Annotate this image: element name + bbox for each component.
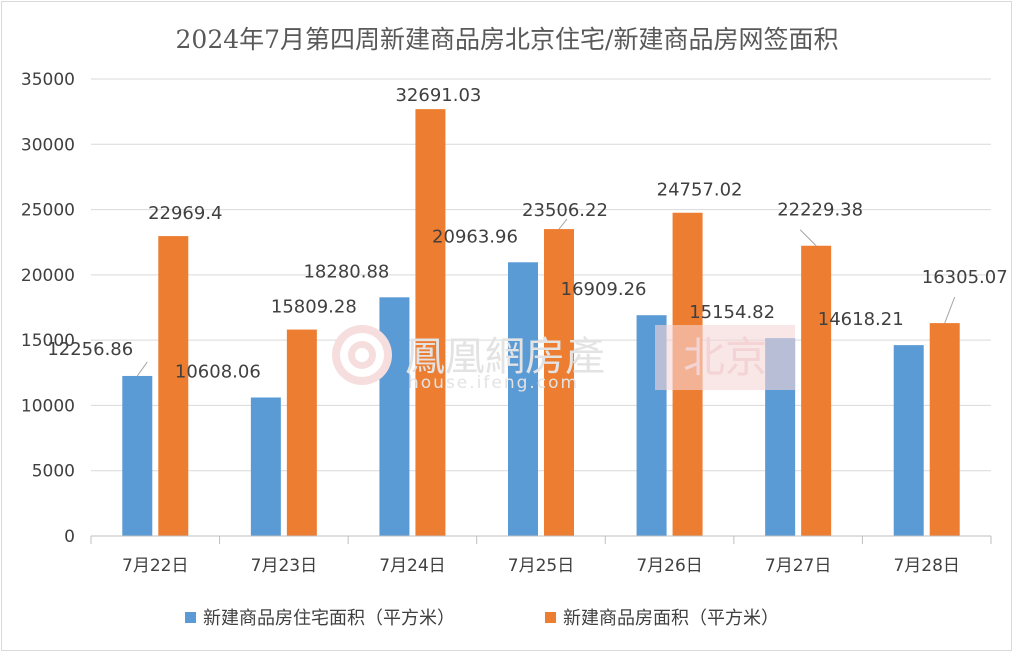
data-label: 32691.03 bbox=[395, 85, 481, 106]
data-label: 14618.21 bbox=[818, 309, 904, 330]
y-tick-label: 25000 bbox=[21, 201, 75, 221]
label-leader-line bbox=[558, 218, 568, 230]
legend-swatch bbox=[185, 612, 196, 623]
ifeng-logo-icon bbox=[332, 325, 392, 385]
legend: 新建商品房住宅面积（平方米） 新建商品房面积（平方米） bbox=[185, 608, 779, 629]
data-label: 12256.86 bbox=[47, 339, 133, 360]
label-leader-line bbox=[799, 229, 817, 247]
gridlines bbox=[91, 78, 991, 472]
data-label: 16305.07 bbox=[922, 267, 1008, 288]
y-tick-label: 20000 bbox=[21, 266, 75, 286]
data-label: 15154.82 bbox=[689, 302, 775, 323]
bar-total-2 bbox=[286, 329, 317, 536]
x-tick-label: 7月27日 bbox=[765, 556, 831, 576]
watermark-brand: 鳳凰網房產 bbox=[405, 334, 605, 380]
x-tick-label: 7月28日 bbox=[893, 556, 959, 576]
bar-residential-4 bbox=[508, 262, 538, 536]
x-tick-label: 7月25日 bbox=[508, 556, 574, 576]
watermark-url: house.ifeng.com bbox=[408, 373, 579, 393]
data-label: 18280.88 bbox=[303, 261, 389, 282]
bar-residential-2 bbox=[250, 397, 281, 536]
data-label: 15809.28 bbox=[271, 297, 357, 318]
legend-label: 新建商品房住宅面积（平方米） bbox=[203, 608, 455, 629]
data-label: 22969.4 bbox=[148, 203, 222, 224]
data-label: 22229.38 bbox=[777, 200, 863, 221]
x-tick-label: 7月23日 bbox=[251, 556, 317, 576]
bar-total-6 bbox=[801, 245, 832, 536]
y-axis: 0 5000 10000 15000 20000 25000 30000 35000 bbox=[21, 70, 75, 547]
data-label: 23506.22 bbox=[522, 200, 608, 221]
bar-total-1 bbox=[158, 236, 189, 536]
data-label: 10608.06 bbox=[175, 361, 261, 382]
label-leader-line bbox=[944, 296, 956, 324]
bar-total-3 bbox=[415, 109, 446, 536]
data-label: 16909.26 bbox=[561, 279, 647, 300]
data-label: 24757.02 bbox=[657, 180, 743, 201]
x-tick-label: 7月24日 bbox=[379, 556, 445, 576]
bar-residential-1 bbox=[122, 375, 153, 536]
bar-residential-7 bbox=[893, 345, 924, 536]
watermark-city: 北京 bbox=[683, 333, 767, 382]
bar-total-7 bbox=[929, 323, 960, 536]
y-tick-label: 10000 bbox=[21, 396, 75, 416]
bar-total-4 bbox=[544, 229, 574, 536]
y-tick-label: 15000 bbox=[21, 331, 75, 351]
x-tick-label: 7月26日 bbox=[636, 556, 702, 576]
legend-item-2: 新建商品房面积（平方米） bbox=[545, 608, 779, 629]
y-tick-label: 5000 bbox=[32, 462, 75, 482]
legend-label: 新建商品房面积（平方米） bbox=[563, 608, 779, 629]
y-tick-label: 0 bbox=[64, 527, 75, 547]
chart-title: 2024年7月第四周新建商品房北京住宅/新建商品房网签面积 bbox=[176, 25, 839, 54]
label-leader-line bbox=[136, 361, 148, 377]
watermark-city-box bbox=[655, 325, 795, 390]
legend-swatch bbox=[545, 612, 556, 623]
x-tick-label: 7月22日 bbox=[122, 556, 188, 576]
watermark: 鳳凰網房產 house.ifeng.com 北京 bbox=[332, 325, 795, 393]
data-labels: 12256.86 22969.4 10608.06 15809.28 18280.88 3… bbox=[47, 85, 1007, 382]
data-label: 20963.96 bbox=[432, 226, 518, 247]
legend-item-1: 新建商品房住宅面积（平方米） bbox=[185, 608, 455, 629]
y-tick-label: 30000 bbox=[21, 135, 75, 155]
x-axis: 7月22日 7月23日 7月24日 7月25日 7月26日 7月27日 7月28日 bbox=[90, 535, 992, 576]
bars bbox=[122, 109, 960, 536]
y-tick-label: 35000 bbox=[21, 70, 75, 90]
